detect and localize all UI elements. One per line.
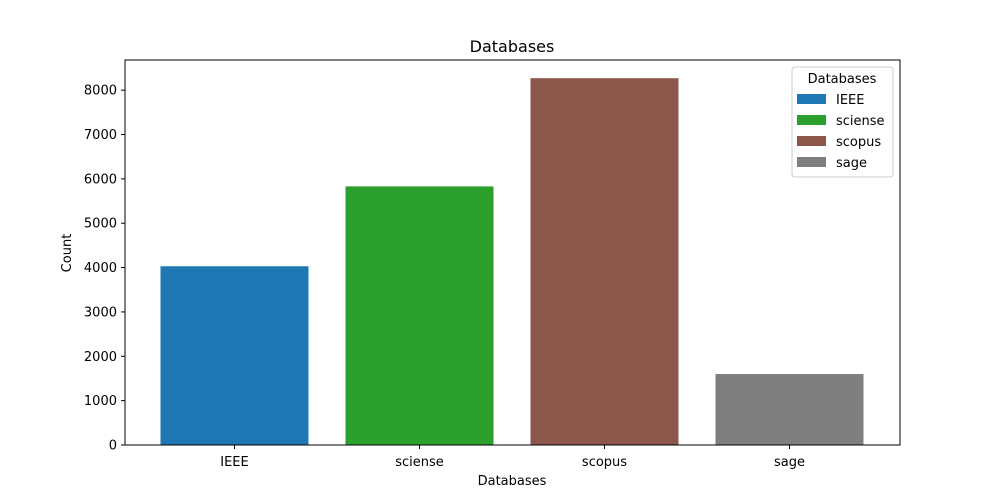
y-tick-label: 1000	[84, 394, 117, 409]
y-tick-label: 7000	[84, 128, 117, 143]
bar-scopus	[530, 78, 679, 445]
legend: Databases IEEE sciense scopus sage	[791, 66, 894, 178]
y-axis-label: Count	[60, 234, 75, 273]
x-tick-label: scopus	[582, 455, 627, 470]
y-axis-ticks: 0 1000 2000 3000 4000 5000 6000 7000 8000	[84, 84, 125, 454]
bars	[160, 78, 864, 445]
legend-label-ieee: IEEE	[836, 93, 864, 108]
legend-swatch-scopus	[797, 136, 826, 146]
bar-sage	[715, 374, 864, 445]
x-tick-label: sage	[774, 455, 805, 470]
x-axis-label: Databases	[478, 474, 547, 489]
legend-swatch-sage	[797, 157, 826, 167]
bar-ieee	[160, 266, 309, 445]
y-tick-label: 0	[109, 439, 117, 454]
legend-swatch-ieee	[797, 94, 826, 104]
legend-label-scopus: scopus	[836, 135, 881, 150]
legend-swatch-sciense	[797, 115, 826, 125]
y-tick-label: 2000	[84, 350, 117, 365]
y-tick-label: 6000	[84, 172, 117, 187]
y-tick-label: 5000	[84, 217, 117, 232]
chart-title: Databases	[470, 37, 555, 56]
legend-title: Databases	[808, 72, 877, 87]
legend-label-sage: sage	[836, 156, 867, 171]
legend-label-sciense: sciense	[836, 114, 885, 129]
y-tick-label: 3000	[84, 305, 117, 320]
legend-items: IEEE sciense scopus sage	[797, 93, 885, 171]
x-tick-label: IEEE	[220, 455, 248, 470]
bar-sciense	[345, 186, 494, 445]
plot-frame	[124, 59, 901, 446]
y-tick-label: 8000	[84, 84, 117, 99]
x-tick-label: sciense	[395, 455, 444, 470]
y-tick-label: 4000	[84, 261, 117, 276]
x-axis-ticks: IEEE sciense scopus sage	[220, 445, 805, 470]
